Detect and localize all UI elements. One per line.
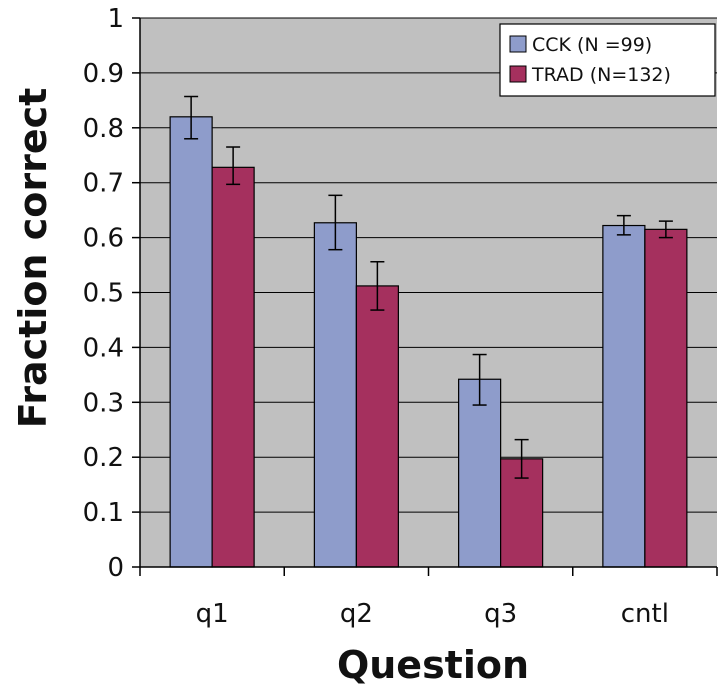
bars <box>169 116 688 568</box>
bar-trad-q1 <box>211 166 255 568</box>
x-tick-label-q3: q3 <box>484 599 517 629</box>
bar-trad-q2 <box>355 285 399 568</box>
y-tick-label: 0.8 <box>83 114 124 144</box>
legend-box <box>499 23 716 97</box>
legend-label: CCK (N =99) <box>532 34 652 56</box>
y-tick-label: 0.6 <box>83 224 124 254</box>
x-tick-label-q1: q1 <box>196 599 229 629</box>
bar-cck-q3 <box>458 378 502 568</box>
y-tick-label: 0.5 <box>83 279 124 309</box>
legend: CCK (N =99) TRAD (N=132) <box>499 23 716 97</box>
y-tick-label: 0.2 <box>83 443 124 473</box>
legend-swatch <box>509 65 527 83</box>
x-tick-label-cntl: cntl <box>621 599 669 629</box>
x-tick-labels: q1 q2 q3 cntl <box>196 599 669 629</box>
y-tick-label: 0.3 <box>83 388 124 418</box>
bar-cck-q1 <box>169 116 213 568</box>
bar-trad-cntl <box>644 228 688 568</box>
error-bars <box>184 95 673 479</box>
y-tick-label: 0.7 <box>83 169 124 199</box>
legend-label: TRAD (N=132) <box>531 64 671 86</box>
y-tick-label: 0.1 <box>83 498 124 528</box>
y-tick-label: 0 <box>107 553 124 583</box>
x-tick-label-q2: q2 <box>340 599 373 629</box>
y-tick-label: 0.9 <box>83 59 124 89</box>
bar-cck-cntl <box>602 224 646 568</box>
legend-swatch <box>509 35 527 53</box>
x-axis-title: Question <box>337 643 529 687</box>
bar-cck-q2 <box>313 222 357 568</box>
y-tick-label: 0.4 <box>83 333 124 363</box>
y-tick-labels: 0 0.1 0.2 0.3 0.4 0.5 0.6 0.7 0.8 0.9 1 <box>83 4 140 583</box>
y-tick-label: 1 <box>107 4 124 34</box>
y-axis-title: Fraction correct <box>11 88 55 429</box>
